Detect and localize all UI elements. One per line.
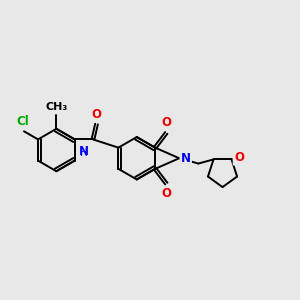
Text: O: O [161,116,171,129]
Text: O: O [234,152,244,164]
Text: N: N [79,145,89,158]
Text: N: N [181,152,191,165]
Text: Cl: Cl [16,116,29,128]
Text: O: O [92,108,101,121]
Text: O: O [161,187,171,200]
Text: H: H [80,148,88,158]
Text: CH₃: CH₃ [45,102,68,112]
